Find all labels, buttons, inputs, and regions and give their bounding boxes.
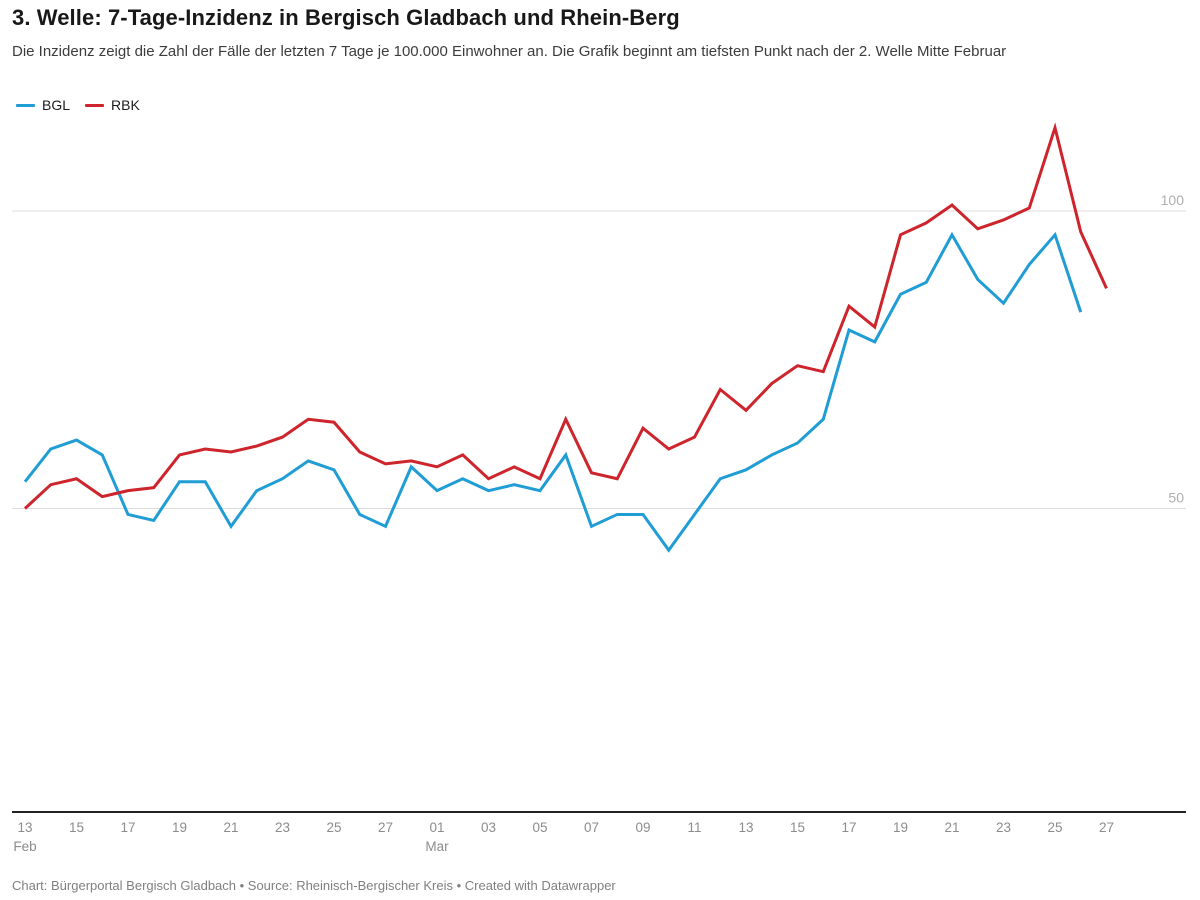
legend-item-rbk: RBK	[85, 97, 140, 113]
chart-legend: BGL RBK	[16, 97, 140, 113]
x-tick-label-01: 01	[429, 820, 444, 835]
y-axis-label-100: 100	[1161, 192, 1185, 208]
x-tick-label-21: 21	[944, 820, 959, 835]
x-tick-label-27: 27	[1099, 820, 1114, 835]
chart-title: 3. Welle: 7-Tage-Inzidenz in Bergisch Gl…	[12, 5, 680, 30]
x-tick-label-15: 15	[790, 820, 805, 835]
x-tick-label-15: 15	[69, 820, 84, 835]
line-series-rbk	[23, 122, 1108, 510]
x-tick-label-13: 13	[17, 820, 32, 835]
line-series-bgl	[23, 231, 1083, 553]
x-tick-label-19: 19	[893, 820, 908, 835]
legend-item-bgl: BGL	[16, 97, 70, 113]
x-tick-label-17: 17	[120, 820, 135, 835]
x-tick-label-23: 23	[275, 820, 290, 835]
x-tick-label-25: 25	[326, 820, 341, 835]
x-tick-label-23: 23	[996, 820, 1011, 835]
x-month-label-mar: Mar	[425, 839, 449, 854]
x-tick-label-17: 17	[841, 820, 856, 835]
legend-label-bgl: BGL	[42, 97, 71, 113]
x-tick-label-13: 13	[738, 820, 753, 835]
x-tick-label-07: 07	[584, 820, 599, 835]
x-tick-label-05: 05	[532, 820, 547, 835]
rbk-line-swatch	[85, 103, 105, 107]
chart-header: 3. Welle: 7-Tage-Inzidenz in Bergisch Gl…	[12, 4, 1188, 62]
x-tick-label-19: 19	[172, 820, 187, 835]
x-tick-label-03: 03	[481, 820, 496, 835]
legend-label-rbk: RBK	[111, 97, 140, 113]
x-tick-label-27: 27	[378, 820, 393, 835]
bgl-line-swatch	[16, 103, 35, 107]
x-tick-label-25: 25	[1047, 820, 1062, 835]
x-month-label-feb: Feb	[13, 839, 36, 854]
x-tick-label-11: 11	[687, 820, 701, 835]
chart-description: Die Inzidenz zeigt die Zahl der Fälle de…	[12, 42, 1007, 60]
x-tick-label-21: 21	[223, 820, 238, 835]
chart-footer: Chart: Bürgerportal Bergisch Gladbach • …	[12, 878, 616, 893]
y-axis-label-50: 50	[1168, 490, 1184, 506]
x-tick-label-09: 09	[635, 820, 650, 835]
